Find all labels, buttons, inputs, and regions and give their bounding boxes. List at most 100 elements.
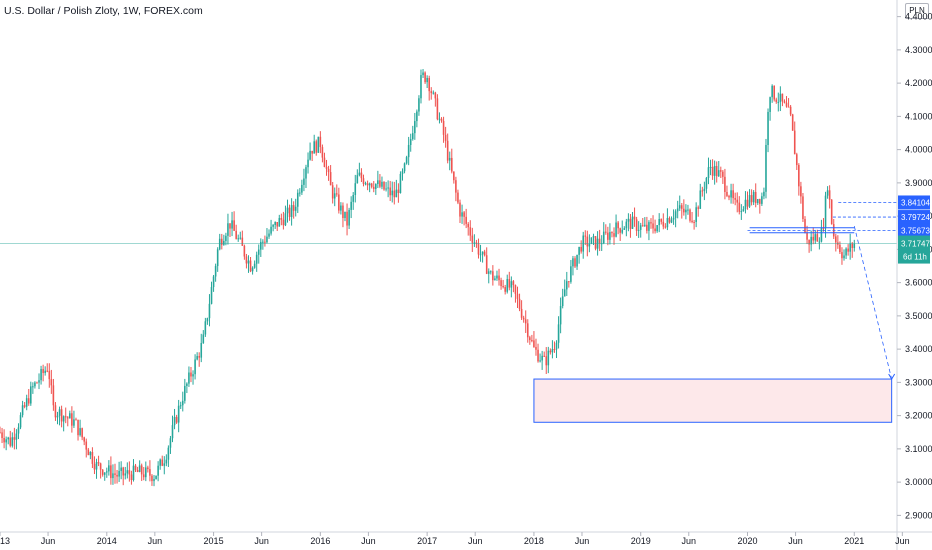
- candle-body: [42, 369, 44, 373]
- candle-body: [734, 198, 736, 200]
- candle-body: [99, 463, 102, 470]
- price-tick-label: 3.50000: [905, 311, 932, 321]
- candle-body: [255, 254, 258, 264]
- candle-body: [15, 433, 18, 440]
- candle-body: [188, 372, 190, 384]
- candle-body: [89, 452, 92, 456]
- candle-body: [253, 263, 256, 268]
- candle-body: [432, 92, 435, 94]
- candle-body: [34, 382, 36, 387]
- candle-body: [85, 441, 88, 450]
- candle-body: [132, 465, 135, 481]
- arrow-head: [888, 373, 896, 381]
- time-tick-label: Jun: [895, 536, 910, 546]
- candle-body: [206, 318, 209, 322]
- candle-body: [346, 211, 348, 226]
- candle-body: [800, 186, 802, 197]
- candle-body: [220, 238, 223, 245]
- candle-body: [48, 370, 51, 380]
- price-tick-label: 4.10000: [905, 111, 932, 121]
- candle-body: [411, 133, 414, 140]
- candle-body: [323, 157, 326, 167]
- candle-body: [830, 199, 833, 225]
- candle-body: [335, 193, 338, 195]
- candle-body: [442, 120, 445, 135]
- candle-body: [424, 72, 426, 83]
- candle-body: [364, 183, 367, 185]
- candle-body: [563, 289, 566, 297]
- candle-body: [97, 462, 100, 464]
- drawing-layer[interactable]: [0, 202, 897, 423]
- candle-body: [508, 279, 511, 288]
- candle-body: [5, 439, 7, 443]
- time-tick-label: 2016: [310, 536, 330, 546]
- candle-body: [278, 218, 281, 227]
- candlestick-series: [0, 69, 856, 487]
- time-tick-label: Jun: [254, 536, 269, 546]
- candle-body: [202, 334, 205, 344]
- candle-body: [159, 459, 161, 466]
- candle-body: [375, 183, 377, 189]
- candle-body: [754, 191, 757, 203]
- candle-body: [181, 400, 184, 406]
- candle-body: [763, 191, 765, 197]
- candle-body: [750, 195, 753, 203]
- candle-body: [490, 271, 492, 273]
- candle-body: [843, 255, 845, 259]
- candle-body: [467, 223, 470, 228]
- candle-body: [79, 428, 81, 436]
- candle-body: [194, 359, 196, 375]
- candle-body: [71, 413, 73, 426]
- candle-body: [112, 473, 114, 479]
- candle-body: [116, 474, 118, 477]
- candle-body: [264, 241, 266, 243]
- current-price-text: 3.71747: [901, 240, 930, 249]
- candle-body: [652, 223, 654, 229]
- candle-body: [379, 180, 381, 187]
- candle-body: [619, 228, 621, 233]
- candle-body: [641, 225, 644, 227]
- candle-body: [268, 233, 270, 237]
- candle-body: [502, 286, 504, 288]
- candle-body: [771, 85, 773, 98]
- candle-body: [93, 463, 96, 470]
- candle-body: [605, 231, 607, 233]
- candle-body: [736, 199, 739, 203]
- target-zone-rectangle: [533, 378, 893, 423]
- candle-body: [814, 234, 817, 241]
- candle-body: [689, 209, 691, 221]
- candle-body: [120, 467, 122, 471]
- time-axis[interactable]: 2013 Jun 2014 Jun 2015 Jun 2016 Jun 2017 Jun 2018 J…: [0, 532, 910, 546]
- candle-body: [200, 343, 203, 358]
- candle-body: [418, 98, 420, 112]
- candle-body: [783, 101, 786, 103]
- candle-body: [740, 211, 743, 213]
- candle-body: [676, 208, 679, 212]
- candle-body: [697, 207, 700, 209]
- candle-body: [613, 233, 615, 237]
- candle-body: [23, 405, 26, 407]
- candle-body: [140, 465, 143, 475]
- price-axis[interactable]: 4.40000 4.30000 4.20000 4.10000 4.00000 3.900…: [897, 12, 932, 521]
- candle-body: [243, 245, 246, 257]
- candle-body: [77, 419, 79, 436]
- candle-body: [342, 205, 344, 218]
- candle-body: [629, 218, 632, 229]
- candle-body: [802, 196, 804, 220]
- candle-body: [403, 163, 406, 172]
- candle-body: [309, 150, 311, 160]
- candle-body: [91, 452, 94, 464]
- candle-body: [362, 178, 365, 184]
- candle-body: [395, 189, 398, 198]
- candle-body: [321, 147, 324, 158]
- candle-body: [282, 219, 285, 226]
- candle-body: [368, 183, 371, 186]
- candle-body: [586, 236, 589, 247]
- currency-unit-badge[interactable]: PLN: [905, 3, 929, 19]
- candle-body: [808, 239, 810, 245]
- candle-body: [414, 121, 416, 134]
- candle-body: [683, 208, 685, 213]
- candle-body: [272, 224, 274, 227]
- candle-body: [549, 350, 552, 353]
